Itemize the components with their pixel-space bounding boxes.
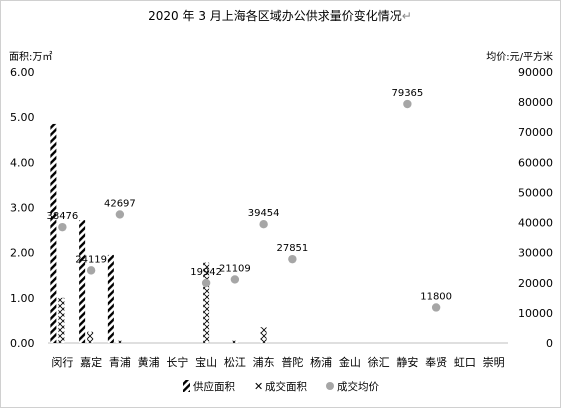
points bbox=[58, 99, 441, 312]
x-tick-label: 长宁 bbox=[166, 355, 188, 369]
data-label: 21109 bbox=[219, 263, 251, 274]
point-price bbox=[201, 278, 211, 288]
y-tick-left: 6.00 bbox=[10, 66, 35, 79]
bar-supply bbox=[107, 254, 114, 343]
point-price bbox=[403, 99, 412, 109]
x-tick-label: 黄浦 bbox=[138, 355, 160, 369]
point-price bbox=[259, 219, 268, 229]
y-tick-right: 40000 bbox=[518, 217, 553, 230]
bar-deal bbox=[115, 340, 122, 343]
y-tick-right: 90000 bbox=[518, 66, 553, 79]
data-label: 79365 bbox=[391, 88, 423, 99]
y-axis-right-label: 均价:元/平方米 bbox=[486, 50, 553, 63]
y-tick-left: 0.00 bbox=[10, 337, 35, 350]
data-label: 27851 bbox=[276, 243, 308, 254]
x-tick-label: 浦东 bbox=[253, 356, 275, 369]
x-tick-label: 奉贤 bbox=[425, 355, 447, 369]
point-price bbox=[86, 266, 96, 275]
y-tick-left: 1.00 bbox=[10, 292, 35, 305]
data-label: 38476 bbox=[46, 211, 78, 222]
x-tick-label: 闵行 bbox=[51, 355, 73, 369]
y-tick-left: 3.00 bbox=[10, 202, 35, 215]
y-tick-left: 4.00 bbox=[10, 156, 35, 169]
x-tick-label: 金山 bbox=[339, 355, 361, 369]
bar-deal bbox=[203, 262, 210, 343]
legend-label-price: 成交均价 bbox=[337, 380, 379, 393]
legend-swatch-price bbox=[326, 382, 334, 390]
legend-label-deal: 成交面积 bbox=[265, 380, 307, 393]
y-axis-left-label: 面积:万㎡ bbox=[9, 51, 52, 63]
x-tick-label: 普陀 bbox=[281, 355, 303, 369]
bar-deal bbox=[231, 340, 238, 343]
x-tick-label: 嘉定 bbox=[80, 355, 102, 369]
bar-supply bbox=[79, 220, 86, 343]
x-tick-label: 杨浦 bbox=[310, 355, 332, 369]
legend: 供应面积 ✕ 成交面积 成交均价 bbox=[183, 380, 379, 393]
y-tick-right: 20000 bbox=[518, 277, 553, 290]
y-axis-left-ticks: 0.00 1.00 2.00 3.00 4.00 5.00 6.00 bbox=[10, 66, 35, 350]
y-tick-left: 5.00 bbox=[10, 111, 35, 124]
bar-deal bbox=[260, 327, 267, 343]
y-tick-right: 80000 bbox=[518, 96, 553, 109]
data-label: 11800 bbox=[420, 291, 452, 302]
point-price bbox=[115, 210, 125, 219]
x-tick-label: 虹口 bbox=[454, 356, 476, 369]
y-tick-right: 0 bbox=[546, 337, 553, 350]
y-axis-right-ticks: 0 10000 20000 30000 40000 50000 60000 70000 8000… bbox=[518, 66, 553, 350]
data-label: 39454 bbox=[248, 208, 280, 219]
x-tick-label: 宝山 bbox=[195, 355, 217, 369]
y-tick-left: 2.00 bbox=[10, 247, 35, 260]
x-tick-label: 徐汇 bbox=[368, 355, 390, 369]
x-tick-label: 松江 bbox=[224, 355, 246, 369]
y-tick-right: 60000 bbox=[518, 156, 553, 169]
x-tick-label: 崇明 bbox=[483, 356, 505, 369]
data-label: 19942 bbox=[190, 267, 222, 278]
y-tick-right: 50000 bbox=[518, 186, 553, 199]
bar-deal bbox=[87, 331, 94, 343]
chart-title: 2020 年 3 月上海各区域办公供求量价变化情况↵ bbox=[148, 8, 412, 23]
point-price bbox=[431, 303, 441, 312]
bar-deal bbox=[58, 297, 65, 343]
y-tick-right: 10000 bbox=[518, 307, 553, 320]
y-tick-right: 30000 bbox=[518, 247, 553, 260]
legend-swatch-supply bbox=[183, 380, 190, 392]
x-axis-categories: 闵行 嘉定 青浦 黄浦 长宁 宝山 松江 浦东 普陀 杨浦 金山 徐汇 静安 奉贤 虹口 崇明 bbox=[51, 355, 504, 369]
y-tick-right: 70000 bbox=[518, 126, 553, 139]
x-tick-label: 静安 bbox=[396, 355, 418, 369]
bars bbox=[50, 123, 267, 343]
point-price bbox=[288, 254, 297, 264]
legend-label-supply: 供应面积 bbox=[193, 380, 235, 393]
bar-supply bbox=[50, 123, 57, 343]
legend-swatch-deal: ✕ bbox=[254, 380, 263, 393]
data-label: 24119 bbox=[75, 254, 107, 265]
x-tick-label: 青浦 bbox=[109, 356, 131, 369]
data-label: 42697 bbox=[104, 198, 136, 209]
point-price bbox=[230, 275, 240, 284]
point-price bbox=[58, 222, 67, 232]
